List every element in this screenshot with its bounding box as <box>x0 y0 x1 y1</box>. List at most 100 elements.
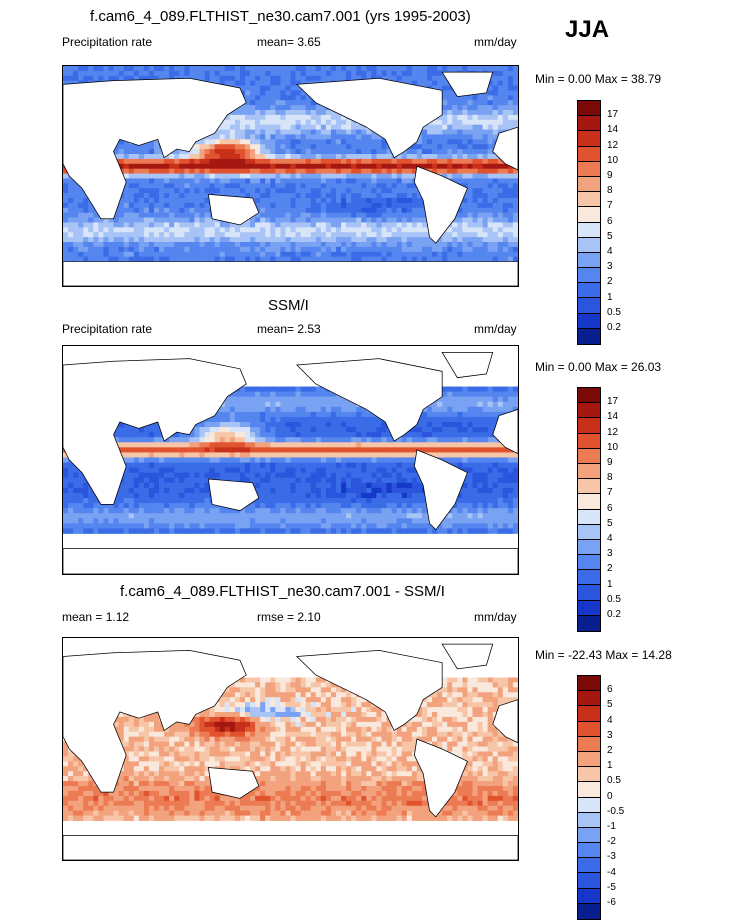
colorbar-swatch <box>578 767 600 782</box>
colorbar-tick-label: 8 <box>607 186 613 196</box>
colorbar-swatch <box>578 828 600 843</box>
colorbar-swatch <box>578 494 600 509</box>
panel3-map <box>62 637 519 861</box>
colorbar-tick-label: 4 <box>607 247 613 257</box>
colorbar-swatch <box>578 388 600 403</box>
colorbar-tick-label: 2 <box>607 746 613 756</box>
panel2-minmax-label: Min = 0.00 Max = 26.03 <box>535 360 661 374</box>
colorbar-tick-label: 8 <box>607 473 613 483</box>
colorbar-tick-label: 1 <box>607 293 613 303</box>
colorbar-swatch <box>578 223 600 238</box>
colorbar-tick-label: 6 <box>607 685 613 695</box>
colorbar-tick-label: 0.5 <box>607 776 621 786</box>
colorbar-tick-label: -3 <box>607 852 616 862</box>
panel1-mean-label: mean= 3.65 <box>257 35 321 49</box>
colorbar-swatch <box>578 873 600 888</box>
colorbar-swatch <box>578 449 600 464</box>
colorbar-swatch <box>578 177 600 192</box>
colorbar-swatch <box>578 479 600 494</box>
colorbar-tick-label: 17 <box>607 397 618 407</box>
colorbar-swatch <box>578 585 600 600</box>
colorbar-swatch <box>578 798 600 813</box>
colorbar-tick-label: 17 <box>607 110 618 120</box>
colorbar-tick-label: 5 <box>607 232 613 242</box>
colorbar-tick-label: 2 <box>607 277 613 287</box>
colorbar-tick-label: 5 <box>607 700 613 710</box>
colorbar-swatch <box>578 418 600 433</box>
panel3-mean-label: mean = 1.12 <box>62 610 129 624</box>
panel3-minmax-label: Min = -22.43 Max = 14.28 <box>535 648 672 662</box>
colorbar-swatch <box>578 601 600 616</box>
colorbar-tick-label: 0.2 <box>607 323 621 333</box>
colorbar-tick-label: 0.5 <box>607 308 621 318</box>
colorbar-swatch <box>578 843 600 858</box>
colorbar-tick-label: 3 <box>607 549 613 559</box>
colorbar-tick-label: -1 <box>607 822 616 832</box>
panel3-units-label: mm/day <box>474 610 517 624</box>
colorbar-tick-label: -2 <box>607 837 616 847</box>
colorbar-swatch <box>578 147 600 162</box>
colorbar-tick-label: 7 <box>607 201 613 211</box>
colorbar-tick-label: 6 <box>607 217 613 227</box>
colorbar-swatch <box>578 192 600 207</box>
colorbar-tick-label: 10 <box>607 156 618 166</box>
colorbar-swatch <box>578 540 600 555</box>
colorbar-tick-label: 0.5 <box>607 595 621 605</box>
panel3-title: f.cam6_4_089.FLTHIST_ne30.cam7.001 - SSM… <box>120 583 445 600</box>
panel3-colorbar <box>577 675 601 920</box>
season-label: JJA <box>565 16 609 44</box>
colorbar-swatch <box>578 525 600 540</box>
colorbar-swatch <box>578 298 600 313</box>
colorbar-swatch <box>578 253 600 268</box>
panel2-colorbar <box>577 387 601 632</box>
colorbar-swatch <box>578 782 600 797</box>
colorbar-swatch <box>578 904 600 919</box>
colorbar-tick-label: 12 <box>607 428 618 438</box>
colorbar-swatch <box>578 283 600 298</box>
colorbar-swatch <box>578 737 600 752</box>
colorbar-swatch <box>578 676 600 691</box>
panel2-units-label: mm/day <box>474 322 517 336</box>
colorbar-tick-label: 6 <box>607 504 613 514</box>
colorbar-swatch <box>578 555 600 570</box>
colorbar-swatch <box>578 752 600 767</box>
colorbar-swatch <box>578 238 600 253</box>
colorbar-tick-label: 2 <box>607 564 613 574</box>
panel1-minmax-label: Min = 0.00 Max = 38.79 <box>535 72 661 86</box>
panel3-rmse-label: rmse = 2.10 <box>257 610 321 624</box>
colorbar-swatch <box>578 101 600 116</box>
colorbar-tick-label: 4 <box>607 716 613 726</box>
panel1-map <box>62 65 519 287</box>
colorbar-swatch <box>578 858 600 873</box>
colorbar-swatch <box>578 889 600 904</box>
colorbar-swatch <box>578 268 600 283</box>
colorbar-swatch <box>578 706 600 721</box>
colorbar-tick-label: 5 <box>607 519 613 529</box>
panel2-mean-label: mean= 2.53 <box>257 322 321 336</box>
colorbar-tick-label: 3 <box>607 262 613 272</box>
colorbar-swatch <box>578 464 600 479</box>
panel1-title: f.cam6_4_089.FLTHIST_ne30.cam7.001 (yrs … <box>90 8 471 25</box>
colorbar-swatch <box>578 116 600 131</box>
colorbar-tick-label: 7 <box>607 488 613 498</box>
colorbar-swatch <box>578 691 600 706</box>
colorbar-swatch <box>578 314 600 329</box>
panel2-map <box>62 345 519 575</box>
colorbar-tick-label: 3 <box>607 731 613 741</box>
colorbar-tick-label: 9 <box>607 458 613 468</box>
colorbar-tick-label: 14 <box>607 412 618 422</box>
colorbar-swatch <box>578 510 600 525</box>
colorbar-swatch <box>578 434 600 449</box>
panel1-units-label: mm/day <box>474 35 517 49</box>
panel2-title: SSM/I <box>268 297 309 314</box>
colorbar-swatch <box>578 207 600 222</box>
colorbar-tick-label: 14 <box>607 125 618 135</box>
colorbar-swatch <box>578 616 600 631</box>
colorbar-swatch <box>578 131 600 146</box>
panel1-colorbar <box>577 100 601 345</box>
colorbar-tick-label: 12 <box>607 141 618 151</box>
colorbar-tick-label: -4 <box>607 868 616 878</box>
colorbar-tick-label: -0.5 <box>607 807 624 817</box>
colorbar-tick-label: 1 <box>607 580 613 590</box>
colorbar-swatch <box>578 722 600 737</box>
